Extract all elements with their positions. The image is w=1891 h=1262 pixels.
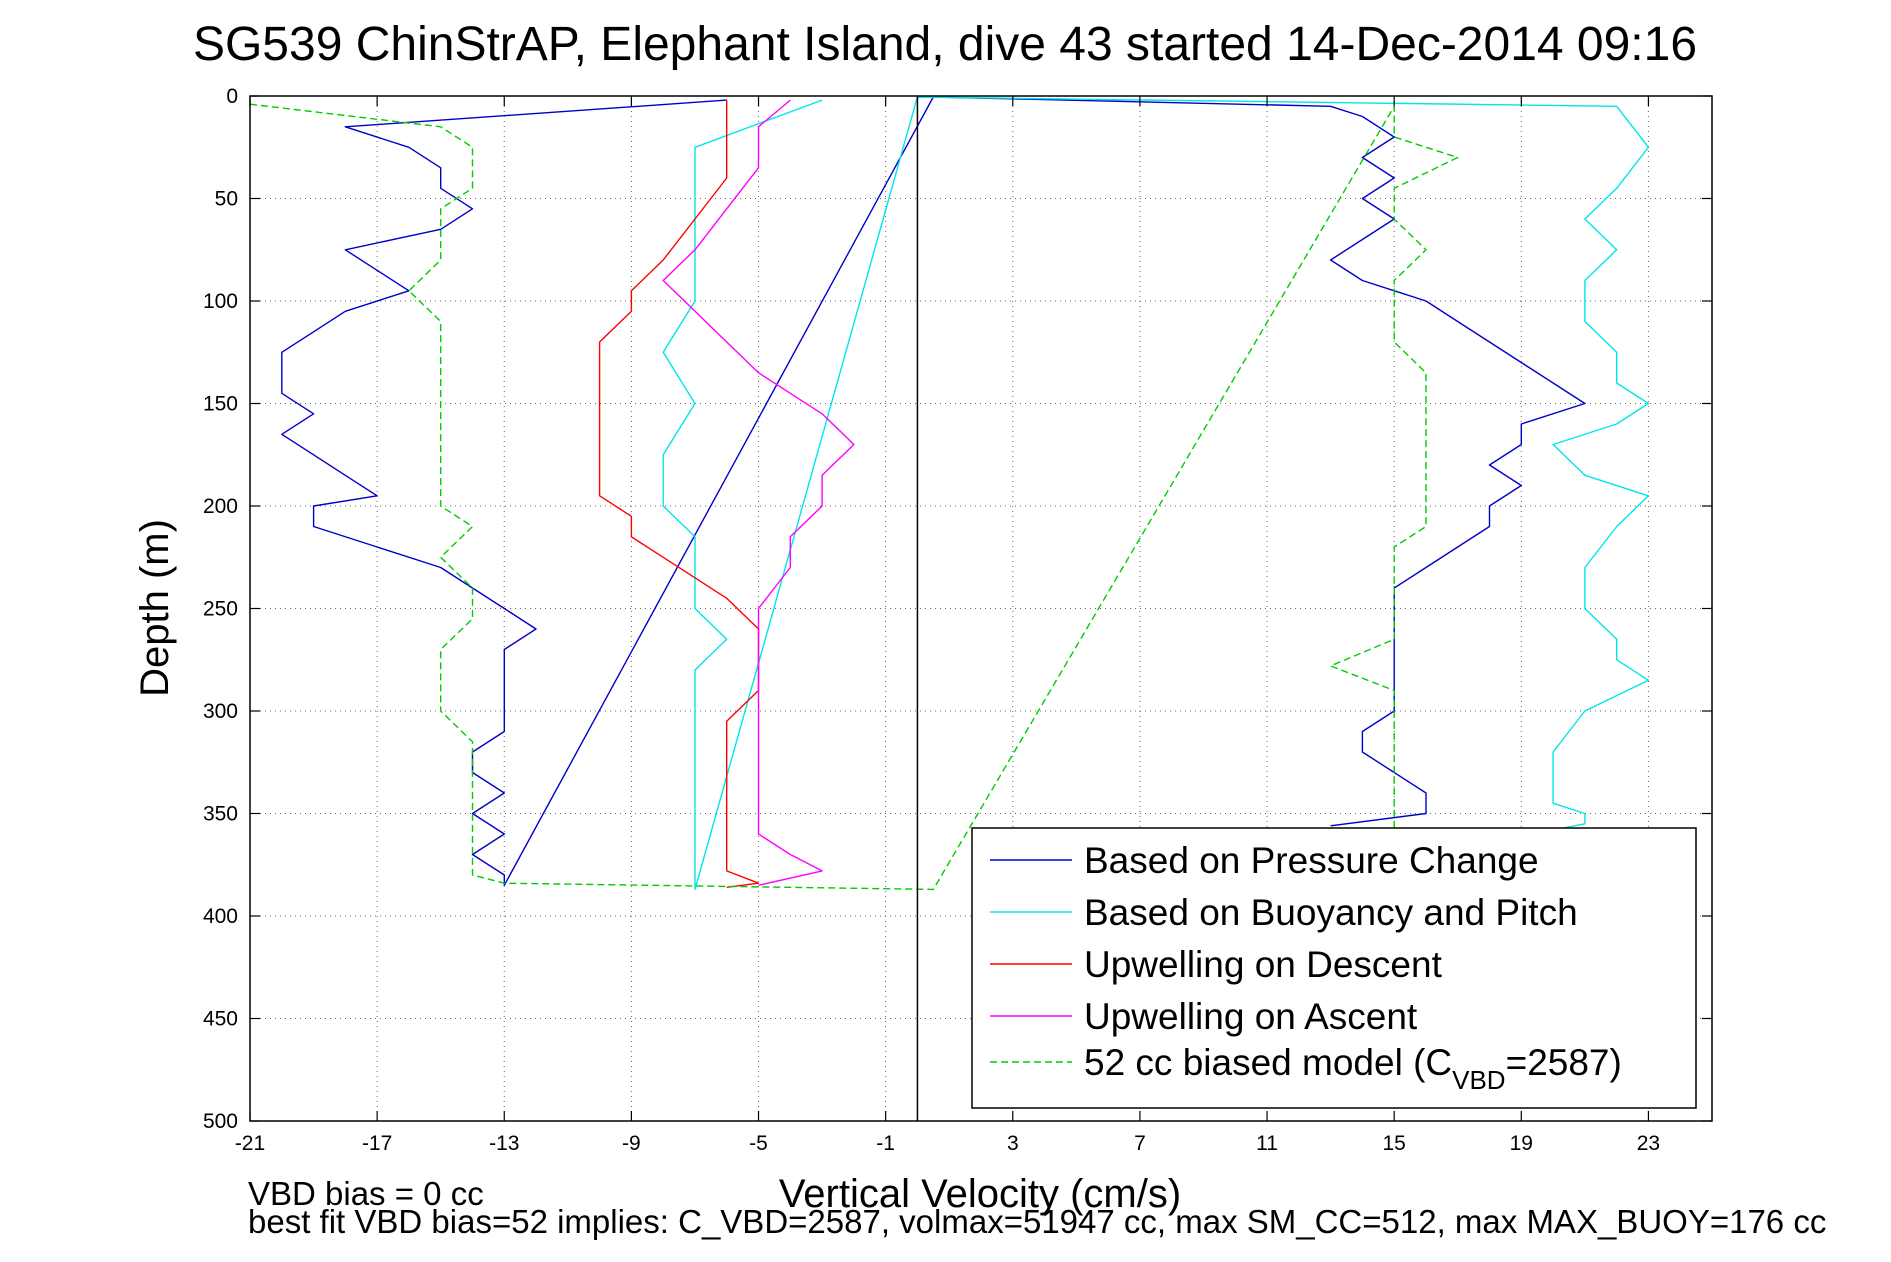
legend-label-text: 52 cc biased model (C [1084,1042,1452,1083]
chart-title: SG539 ChinStrAP, Elephant Island, dive 4… [193,18,1697,71]
x-tick-label: 23 [1637,1132,1660,1155]
grid-lines [250,96,1712,1121]
x-tick-label: -13 [489,1132,519,1155]
x-axis-ticks: -21 -17 -13 -9 -5 -1 3 7 11 15 19 23 [235,96,1660,1155]
x-tick-label: -17 [362,1132,392,1155]
y-tick-label: 200 [203,495,238,518]
x-tick-label: 7 [1134,1132,1146,1155]
legend-label-2: Based on Buoyancy and Pitch [1084,892,1578,933]
legend-label-text: Based on Pressure Change [1084,840,1539,881]
series-line-2 [662,96,1650,891]
legend-label-3: Upwelling on Descent [1084,944,1443,985]
legend-box [971,827,1697,1109]
y-tick-label: 0 [226,85,238,108]
legend-label-suffix: =2587) [1506,1042,1622,1083]
y-axis-ticks: 0 50 100 150 200 250 300 350 400 450 500 [203,85,1712,1133]
legend-label-subscript: VBD [1452,1065,1505,1095]
x-tick-label: -5 [749,1132,768,1155]
y-axis-label: Depth (m) [133,519,177,697]
x-tick-label: -1 [876,1132,895,1155]
y-tick-label: 250 [203,598,238,621]
y-tick-label: 500 [203,1110,238,1133]
y-tick-label: 100 [203,290,238,313]
legend-label-text: Upwelling on Descent [1084,944,1443,985]
x-tick-label: 11 [1256,1132,1278,1155]
y-tick-label: 50 [215,188,238,211]
series-line-5 [250,103,1459,891]
x-tick-label: 19 [1510,1132,1533,1155]
y-tick-label: 350 [203,803,238,826]
y-tick-label: 300 [203,700,238,723]
y-tick-label: 150 [203,393,238,416]
y-tick-label: 400 [203,905,238,928]
legend-label-1: Based on Pressure Change [1084,840,1539,881]
series-layer [250,96,1650,891]
series-line-4 [662,99,855,886]
legend-label-4: Upwelling on Ascent [1084,996,1418,1037]
x-tick-label: 3 [1007,1132,1019,1155]
series-line-3 [598,100,760,888]
legend-label-5: 52 cc biased model (CVBD=2587) [1084,1042,1622,1095]
y-tick-label: 450 [203,1008,238,1031]
legend: Based on Pressure Change Based on Buoyanc… [971,827,1697,1109]
legend-label-text: Upwelling on Ascent [1084,996,1418,1037]
legend-label-text: Based on Buoyancy and Pitch [1084,892,1578,933]
series-line-1 [281,96,1586,886]
footer-line-1: VBD bias = 0 cc [248,1175,484,1212]
x-axis-label: Vertical Velocity (cm/s) [779,1172,1181,1216]
x-tick-label: -21 [235,1132,265,1155]
x-tick-label: 15 [1382,1132,1405,1155]
footer-line-2: best fit VBD bias=52 implies: C_VBD=2587… [248,1203,1826,1240]
x-tick-label: -9 [622,1132,641,1155]
